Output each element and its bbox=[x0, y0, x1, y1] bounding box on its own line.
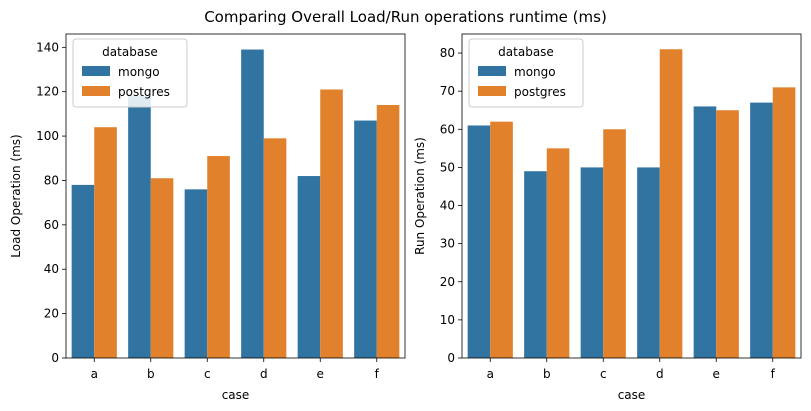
bar-mongo-e bbox=[693, 106, 717, 358]
x-tick-label: c bbox=[204, 367, 211, 381]
y-tick-label: 60 bbox=[44, 218, 59, 232]
bar-postgres-d bbox=[263, 138, 287, 358]
bar-mongo-b bbox=[128, 96, 151, 358]
x-tick-label: b bbox=[543, 367, 551, 381]
bar-postgres-a bbox=[490, 121, 513, 358]
x-tick-label: f bbox=[771, 367, 776, 381]
bar-postgres-c bbox=[603, 129, 626, 358]
y-tick-label: 80 bbox=[44, 173, 59, 187]
x-tick-label: c bbox=[600, 367, 607, 381]
bar-mongo-c bbox=[184, 189, 208, 358]
bar-mongo-f bbox=[354, 120, 377, 358]
y-tick-label: 10 bbox=[440, 313, 455, 327]
y-axis-label: Run Operation (ms) bbox=[413, 137, 427, 255]
bar-postgres-b bbox=[546, 148, 570, 358]
x-axis-label: case bbox=[222, 388, 250, 402]
legend-label-postgres: postgres bbox=[514, 85, 566, 99]
legend-swatch-postgres bbox=[478, 86, 506, 96]
bar-mongo-d bbox=[637, 167, 660, 358]
legend: database mongo postgres bbox=[72, 38, 188, 108]
legend-label-mongo: mongo bbox=[514, 65, 556, 79]
y-tick-label: 50 bbox=[440, 160, 455, 174]
x-tick-label: a bbox=[91, 367, 98, 381]
bar-mongo-a bbox=[71, 184, 95, 358]
y-tick-label: 20 bbox=[440, 275, 455, 289]
legend-swatch-postgres bbox=[82, 86, 110, 96]
run-operation-chart: 0 10 20 30 40 50 60 70 80 a b c d e f case Run Operation… bbox=[413, 33, 802, 402]
bar-mongo-d bbox=[241, 49, 264, 358]
y-tick-label: 80 bbox=[440, 46, 455, 60]
y-tick-label: 100 bbox=[36, 129, 59, 143]
bar-postgres-f bbox=[376, 105, 400, 358]
legend-label-postgres: postgres bbox=[118, 85, 170, 99]
axes-frame bbox=[65, 33, 406, 359]
x-tick-label: d bbox=[656, 367, 664, 381]
legend-swatch-mongo bbox=[478, 66, 506, 76]
bar-postgres-d bbox=[659, 49, 683, 358]
y-tick-label: 0 bbox=[51, 351, 59, 365]
x-tick-label: e bbox=[713, 367, 720, 381]
legend-title: database bbox=[498, 45, 554, 59]
legend-title: database bbox=[102, 45, 158, 59]
bar-postgres-e bbox=[320, 89, 343, 358]
bar-mongo-a bbox=[467, 125, 491, 358]
y-tick-label: 30 bbox=[440, 237, 455, 251]
y-tick-label: 40 bbox=[44, 262, 59, 276]
x-axis-label: case bbox=[618, 388, 646, 402]
y-tick-label: 60 bbox=[440, 122, 455, 136]
bar-mongo-e bbox=[297, 176, 321, 358]
bar-postgres-c bbox=[207, 156, 230, 358]
y-tick-label: 40 bbox=[440, 199, 455, 213]
x-tick-label: b bbox=[147, 367, 155, 381]
x-tick-label: a bbox=[487, 367, 494, 381]
axes-frame bbox=[461, 33, 802, 359]
legend-label-mongo: mongo bbox=[118, 65, 160, 79]
figure-title: Comparing Overall Load/Run operations ru… bbox=[204, 8, 607, 26]
y-tick-label: 140 bbox=[36, 40, 59, 54]
y-tick-label: 120 bbox=[36, 85, 59, 99]
bar-postgres-a bbox=[94, 127, 117, 359]
bar-mongo-f bbox=[750, 102, 773, 358]
load-operation-chart: 0 20 40 60 80 100 120 140 a b c d e f case Load Operati… bbox=[9, 33, 406, 402]
x-tick-label: e bbox=[317, 367, 324, 381]
y-axis-label: Load Operation (ms) bbox=[9, 134, 23, 257]
y-tick-label: 70 bbox=[440, 84, 455, 98]
y-tick-label: 0 bbox=[447, 351, 455, 365]
x-tick-label: f bbox=[375, 367, 380, 381]
bar-postgres-f bbox=[772, 87, 796, 359]
bar-mongo-b bbox=[524, 171, 547, 358]
x-tick-label: d bbox=[260, 367, 268, 381]
bar-postgres-e bbox=[716, 110, 739, 359]
legend-swatch-mongo bbox=[82, 66, 110, 76]
y-tick-label: 20 bbox=[44, 307, 59, 321]
bar-postgres-b bbox=[150, 178, 174, 358]
bar-mongo-c bbox=[580, 167, 604, 358]
legend: database mongo postgres bbox=[468, 38, 584, 108]
